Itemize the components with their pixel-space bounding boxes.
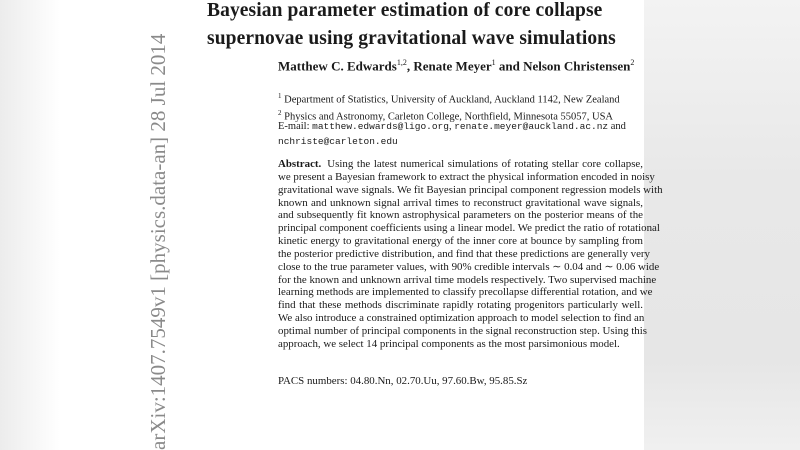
email-address[interactable]: nchriste@carleton.edu — [278, 136, 398, 147]
paper-title: Bayesian parameter estimation of core co… — [207, 0, 616, 49]
abstract-text: approach, we select 14 principal compone… — [278, 337, 620, 350]
abstract-line: gravitational wave signals. We fit Bayes… — [278, 184, 663, 197]
arxiv-stamp: arXiv:1407.7549v1 [physics.data-an] 28 J… — [146, 33, 170, 450]
abstract-text: optimal number of principal components i… — [278, 324, 648, 337]
abstract-line: and subsequently fit known astrophysical… — [278, 209, 643, 222]
affiliation-text: Department of Statistics, University of … — [284, 94, 620, 106]
abstract-line: principal component coefficients using a… — [278, 222, 660, 235]
abstract-line: close to the true parameter values, with… — [278, 261, 659, 274]
abstract-text: find that these methods discriminate rap… — [278, 299, 643, 312]
pacs-numbers: PACS numbers: 04.80.Nn, 02.70.Uu, 97.60.… — [278, 375, 528, 387]
affiliation-number: 2 — [278, 108, 282, 117]
email-separator: and — [608, 121, 626, 132]
author-name: , Renate Meyer — [406, 58, 492, 74]
author-affil-mark: 1,2 — [396, 58, 407, 67]
abstract-line: Abstract. Using the latest numerical simu… — [278, 158, 643, 171]
abstract-text: Using the latest numerical simulations o… — [327, 158, 643, 170]
author-affil-mark: 1 — [491, 58, 496, 67]
abstract-line: find that these methods discriminate rap… — [278, 299, 643, 312]
abstract-text: learning methods are implemented to clas… — [278, 286, 653, 299]
abstract-text: principal component coefficients using a… — [278, 222, 660, 235]
abstract-text: for the known and unknown arrival time m… — [278, 273, 657, 286]
abstract: Abstract. Using the latest numerical simu… — [278, 158, 663, 351]
affiliation-number: 1 — [278, 92, 282, 100]
abstract-heading: Abstract. — [278, 158, 322, 170]
abstract-text: known and unknown signal arrival times t… — [278, 196, 643, 209]
abstract-line: the posterior predictive distribution, a… — [278, 248, 650, 261]
author-name: Matthew C. Edwards — [278, 58, 397, 74]
abstract-text: we present a Bayesian framework to extra… — [278, 170, 655, 183]
abstract-text: We also introduce a constrained optimiza… — [278, 312, 645, 325]
abstract-text: and subsequently fit known astrophysical… — [278, 209, 643, 222]
page-background-right — [644, 0, 800, 450]
email-address[interactable]: matthew.edwards@ligo.org — [312, 121, 449, 132]
abstract-line: we present a Bayesian framework to extra… — [278, 171, 655, 184]
abstract-text: kinetic energy to gravitational energy o… — [278, 235, 643, 248]
abstract-line: for the known and unknown arrival time m… — [278, 274, 656, 287]
abstract-text: the posterior predictive distribution, a… — [278, 247, 650, 260]
email-block: E-mail: matthew.edwards@ligo.org, renate… — [278, 119, 626, 149]
abstract-line: We also introduce a constrained optimiza… — [278, 312, 645, 325]
abstract-line: approach, we select 14 principal compone… — [278, 338, 643, 351]
author-list: Matthew C. Edwards1,2, Renate Meyer1 and… — [278, 54, 648, 75]
email-separator: , — [448, 121, 455, 132]
abstract-text: close to the true parameter values, with… — [278, 260, 660, 273]
abstract-line: kinetic energy to gravitational energy o… — [278, 235, 643, 248]
affiliation: 1 Department of Statistics, University o… — [278, 90, 620, 107]
author-name: and Nelson Christensen — [495, 58, 631, 74]
abstract-text: gravitational wave signals. We fit Bayes… — [278, 183, 663, 196]
author-affil-mark: 2 — [630, 58, 635, 67]
abstract-line: learning methods are implemented to clas… — [278, 286, 653, 299]
abstract-line: known and unknown signal arrival times t… — [278, 197, 643, 210]
affiliation: 2 Physics and Astronomy, Carleton Colleg… — [278, 107, 620, 124]
page-background-left — [0, 0, 60, 450]
affiliations: 1 Department of Statistics, University o… — [278, 90, 620, 123]
abstract-line: optimal number of principal components i… — [278, 325, 647, 338]
email-label: E-mail: — [278, 121, 313, 132]
affiliation-text: Physics and Astronomy, Carleton College,… — [284, 111, 613, 122]
email-address[interactable]: renate.meyer@auckland.ac.nz — [454, 121, 609, 132]
